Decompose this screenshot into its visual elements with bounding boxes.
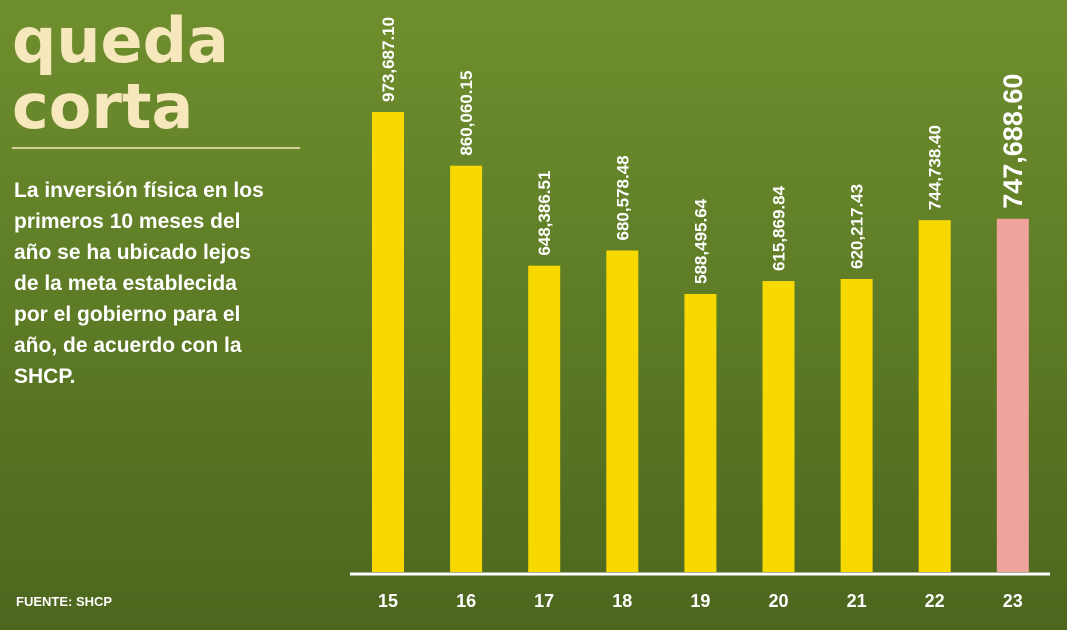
description: año se ha ubicado lejos <box>14 241 251 264</box>
value-label: 680,578.48 <box>613 155 632 240</box>
x-tick-label: 16 <box>456 591 476 611</box>
value-label: 648,386.51 <box>535 171 554 256</box>
bar <box>918 220 951 572</box>
value-label: 615,869.84 <box>770 185 789 271</box>
description: primeros 10 meses del <box>14 210 240 233</box>
bar <box>762 281 795 572</box>
value-label: 620,217.43 <box>848 184 867 269</box>
description: por el gobierno para el <box>14 303 240 326</box>
x-tick-label: 20 <box>768 591 788 611</box>
bar <box>372 112 404 572</box>
bar <box>450 165 483 572</box>
x-tick-label: 21 <box>847 591 867 611</box>
x-tick-label: 15 <box>378 591 398 611</box>
x-tick-label: 23 <box>1003 591 1023 611</box>
bar <box>528 265 561 572</box>
description: SHCP. <box>14 365 75 388</box>
bar <box>996 218 1029 572</box>
value-label: 744,738.40 <box>926 125 945 210</box>
description: de la meta establecida <box>14 272 237 295</box>
value-label: 747,688.60 <box>998 74 1028 209</box>
value-label: 973,687.10 <box>379 17 398 102</box>
source: FUENTE: SHCP <box>16 594 112 609</box>
description: año, de acuerdo con la <box>14 334 242 357</box>
value-label: 588,495.64 <box>691 198 710 284</box>
x-tick-label: 22 <box>925 591 945 611</box>
bar <box>606 250 639 572</box>
bar <box>684 293 717 572</box>
chart-title: corta <box>12 70 193 143</box>
value-label: 860,060.15 <box>457 71 476 156</box>
bar <box>840 278 873 572</box>
x-tick-label: 18 <box>612 591 632 611</box>
x-tick-label: 19 <box>690 591 710 611</box>
description: La inversión física en los <box>14 179 264 202</box>
chart-title: queda <box>12 4 229 77</box>
x-tick-label: 17 <box>534 591 554 611</box>
